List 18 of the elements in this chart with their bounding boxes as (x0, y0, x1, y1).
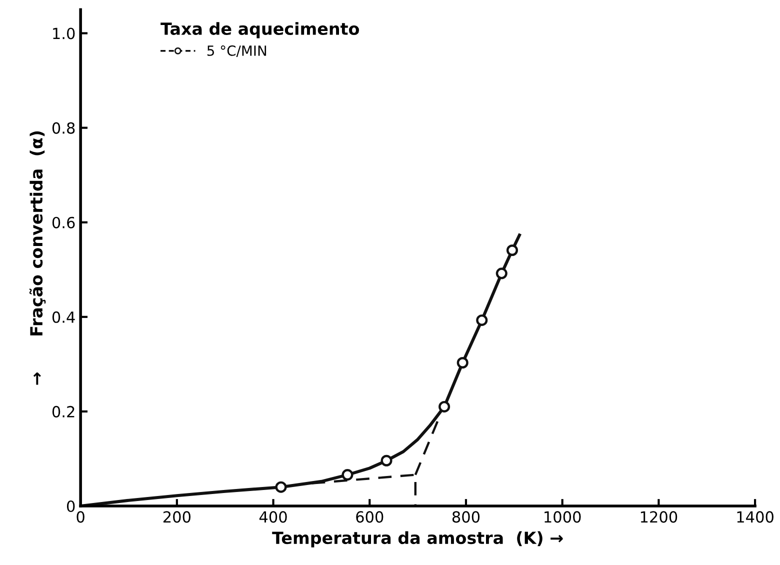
y-tick-label: 0.4 (52, 311, 75, 323)
x-tick-label: 1200 (640, 511, 678, 523)
x-tick-label: 800 (452, 511, 480, 523)
y-tick-label: 1.0 (53, 28, 75, 40)
y-tick-label: 0.2 (52, 406, 74, 418)
x-tick-label: 0 (76, 511, 84, 523)
x-tick-label: 400 (259, 511, 287, 523)
x-tick-label: 600 (356, 511, 384, 523)
y-tick-label: 0 (67, 500, 75, 512)
x-tick-label: 1400 (737, 511, 774, 523)
x-axis-title: Temperatura da amostra (K) → (272, 531, 563, 548)
y-tick-label: 0.6 (52, 216, 75, 228)
legend-title: Taxa de aquecimento (160, 22, 359, 38)
x-tick-label: 200 (163, 511, 190, 523)
y-tick-label: 0.8 (52, 122, 75, 134)
y-axis-title: → Fração convertida (α) (29, 131, 46, 385)
legend-label: 5 °C/MIN (207, 45, 266, 58)
x-tick-label: 1000 (544, 511, 581, 523)
